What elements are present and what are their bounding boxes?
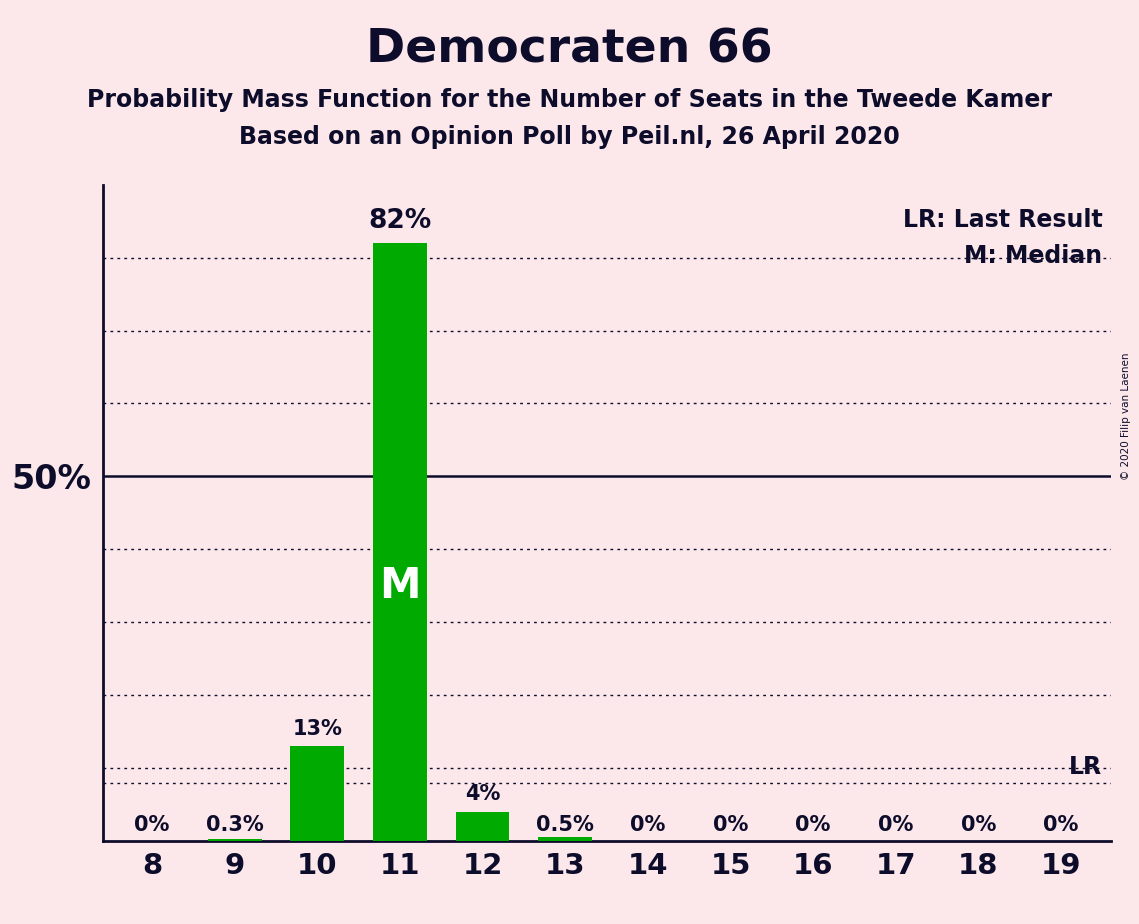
Bar xyxy=(539,837,592,841)
Text: 0%: 0% xyxy=(795,815,830,835)
Text: LR: LR xyxy=(1070,755,1103,779)
Bar xyxy=(374,243,427,841)
Text: 0.5%: 0.5% xyxy=(536,815,595,835)
Text: 0%: 0% xyxy=(630,815,665,835)
Bar xyxy=(290,746,344,841)
Bar xyxy=(207,839,262,841)
Text: 0%: 0% xyxy=(960,815,995,835)
Text: 0%: 0% xyxy=(878,815,913,835)
Text: 13%: 13% xyxy=(293,719,343,739)
Text: LR: Last Result: LR: Last Result xyxy=(902,208,1103,232)
Text: 82%: 82% xyxy=(368,209,432,235)
Bar xyxy=(456,811,509,841)
Text: M: M xyxy=(379,565,420,607)
Text: Democraten 66: Democraten 66 xyxy=(366,28,773,73)
Text: © 2020 Filip van Laenen: © 2020 Filip van Laenen xyxy=(1121,352,1131,480)
Text: 0%: 0% xyxy=(713,815,748,835)
Text: 0%: 0% xyxy=(1043,815,1079,835)
Text: 0%: 0% xyxy=(134,815,170,835)
Text: Based on an Opinion Poll by Peil.nl, 26 April 2020: Based on an Opinion Poll by Peil.nl, 26 … xyxy=(239,125,900,149)
Text: 0.3%: 0.3% xyxy=(206,815,263,835)
Text: M: Median: M: Median xyxy=(964,244,1103,268)
Text: 4%: 4% xyxy=(465,784,500,805)
Text: Probability Mass Function for the Number of Seats in the Tweede Kamer: Probability Mass Function for the Number… xyxy=(87,88,1052,112)
